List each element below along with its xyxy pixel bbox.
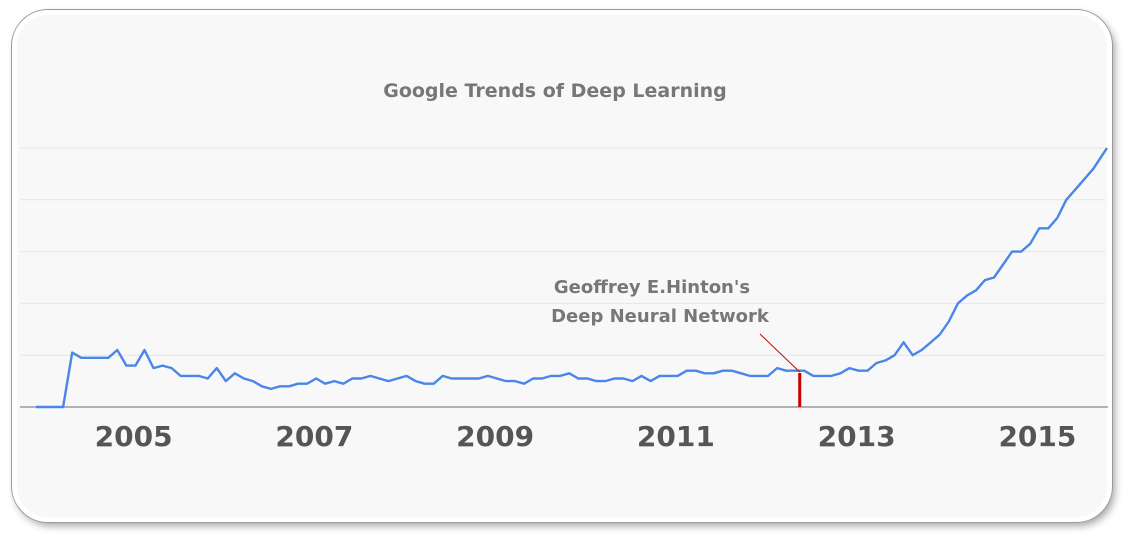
x-tick-label: 2009 bbox=[456, 420, 534, 453]
annotation-pointer bbox=[759, 333, 801, 373]
grid-lines bbox=[20, 147, 1105, 356]
chart-title: Google Trends of Deep Learning bbox=[383, 80, 727, 102]
x-tick-label: 2011 bbox=[637, 420, 715, 453]
annotation-line-2: Deep Neural Network bbox=[551, 306, 770, 327]
x-tick-label: 2005 bbox=[95, 420, 173, 453]
x-tick-label: 2007 bbox=[275, 420, 353, 453]
x-tick-label: 2013 bbox=[818, 420, 896, 453]
x-tick-labels: 2005 2007 2009 2011 2013 2015 bbox=[95, 420, 1077, 453]
trend-line bbox=[36, 147, 1109, 409]
x-tick-label: 2015 bbox=[998, 420, 1076, 453]
chart-card bbox=[12, 10, 1112, 522]
annotation-line-1: Geoffrey E.Hinton's bbox=[554, 277, 750, 298]
